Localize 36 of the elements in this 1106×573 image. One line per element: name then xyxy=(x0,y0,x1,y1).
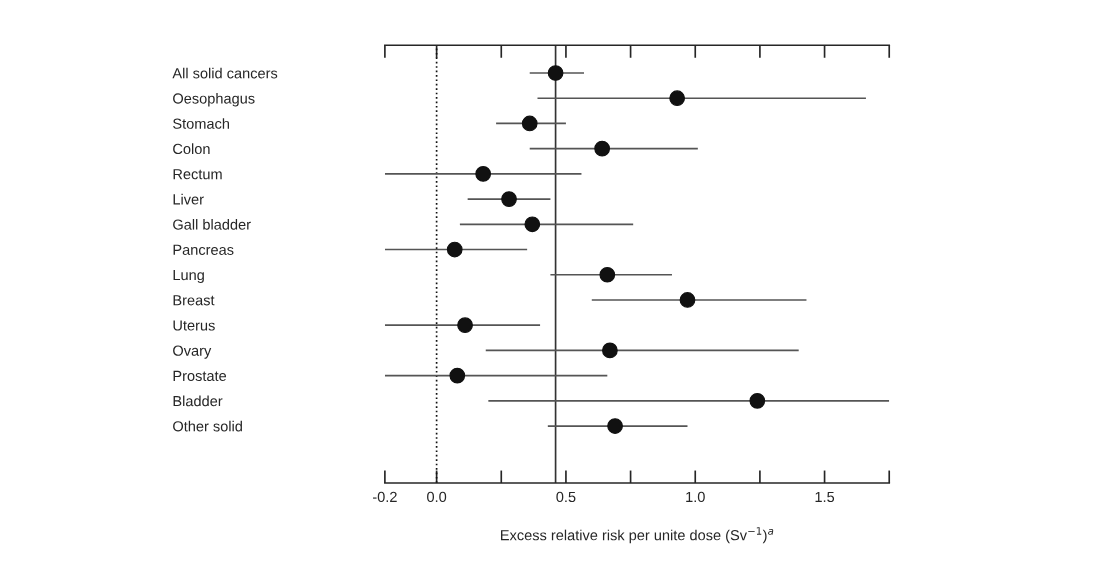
y-tick-label: Other solid xyxy=(173,420,242,432)
y-tick-label: Gall bladder xyxy=(173,219,251,230)
x-tick-label: -0.2 xyxy=(372,491,397,503)
point xyxy=(602,342,618,359)
y-tick-label: Prostate xyxy=(173,370,227,382)
y-tick-label: Liver xyxy=(173,193,204,205)
y-tick-label: Pancreas xyxy=(173,244,234,255)
y-tick-label: Colon xyxy=(173,143,210,155)
point xyxy=(449,367,466,384)
point xyxy=(547,65,564,81)
y-tick-label: Stomach xyxy=(173,118,229,129)
y-tick-label: Oesophagus xyxy=(173,92,255,107)
y-tick-label: All solid cancers xyxy=(172,67,278,79)
point xyxy=(594,140,611,157)
x-tick-label: 1.0 xyxy=(686,491,705,503)
point xyxy=(457,317,473,334)
x-tick-label: 0.5 xyxy=(556,491,576,503)
y-tick-label: Bladder xyxy=(173,395,223,407)
y-tick-label: Breast xyxy=(173,295,215,306)
x-tick-label: 1.5 xyxy=(815,491,835,503)
x-axis-title: Excess relative risk per unite dose (Sv$^{−1}$)$^{a}$ xyxy=(501,527,774,544)
y-tick-label: Lung xyxy=(173,270,204,284)
point xyxy=(749,392,766,409)
y-tick-label: Ovary xyxy=(173,345,212,359)
point xyxy=(599,266,616,283)
point xyxy=(521,115,538,132)
point xyxy=(607,418,623,434)
point xyxy=(475,166,492,182)
x-tick-label: 0.0 xyxy=(427,491,447,503)
point xyxy=(446,241,463,258)
y-tick-label: Uterus xyxy=(173,320,215,331)
point xyxy=(524,216,541,233)
point xyxy=(501,191,517,207)
y-tick-label: Rectum xyxy=(173,169,222,180)
point xyxy=(669,90,686,107)
point xyxy=(679,292,696,308)
